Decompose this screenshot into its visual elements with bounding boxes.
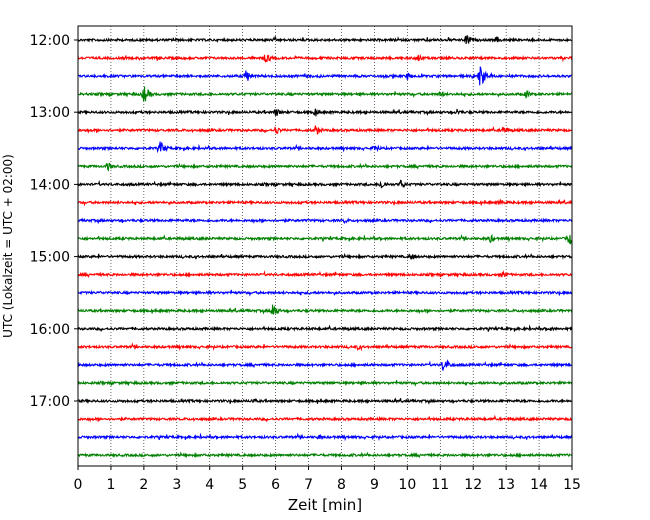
seismogram-trace xyxy=(77,66,573,86)
x-tick-label: 14 xyxy=(530,477,548,493)
grid xyxy=(110,26,540,466)
seismogram-trace xyxy=(77,108,573,117)
seismogram-trace xyxy=(77,198,573,207)
plot-frame xyxy=(77,25,573,467)
seismogram-trace xyxy=(77,86,573,102)
x-tick-label: 9 xyxy=(370,477,379,493)
seismogram-trace xyxy=(77,324,573,333)
seismogram-trace xyxy=(77,162,573,172)
x-axis: 0 1 2 3 4 5 6 7 8 9 10 11 12 13 14 15 xyxy=(74,466,581,493)
seismogram-trace xyxy=(77,125,573,136)
traces xyxy=(77,35,573,459)
x-axis-title: Zeit [min] xyxy=(288,496,362,514)
x-tick-label: 2 xyxy=(139,477,148,493)
x-tick-label: 4 xyxy=(205,477,214,493)
y-tick-label: 13:00 xyxy=(30,105,70,121)
x-tick-label: 8 xyxy=(337,477,346,493)
x-tick-label: 13 xyxy=(497,477,515,493)
seismogram-trace xyxy=(77,342,573,352)
seismogram-trace xyxy=(77,269,573,278)
seismogram-trace xyxy=(77,304,573,315)
x-tick-label: 10 xyxy=(398,477,416,493)
x-tick-label: 5 xyxy=(238,477,247,493)
x-tick-label: 15 xyxy=(563,477,581,493)
seismogram-trace xyxy=(77,233,573,245)
seismogram-trace xyxy=(77,252,573,260)
seismogram-trace xyxy=(77,359,573,371)
x-tick-label: 6 xyxy=(271,477,280,493)
seismogram-trace xyxy=(77,217,573,225)
x-tick-label: 11 xyxy=(431,477,449,493)
x-tick-label: 12 xyxy=(464,477,482,493)
seismogram-trace xyxy=(77,35,573,44)
x-tick-label: 0 xyxy=(74,477,83,493)
y-axis-title: UTC (Lokalzeit = UTC + 02:00) xyxy=(1,154,15,338)
y-tick-label: 12:00 xyxy=(30,33,70,49)
seismogram-trace xyxy=(77,289,573,297)
y-tick-label: 17:00 xyxy=(30,394,70,410)
y-tick-label: 15:00 xyxy=(30,250,70,266)
seismogram-trace xyxy=(77,141,573,154)
seismogram-trace xyxy=(77,432,573,442)
x-tick-label: 7 xyxy=(304,477,313,493)
y-axis: 12:00 13:00 14:00 15:00 16:00 17:00 xyxy=(30,33,78,410)
seismogram-trace xyxy=(77,379,573,387)
seismogram-trace xyxy=(77,53,573,63)
x-tick-label: 1 xyxy=(106,477,115,493)
y-tick-label: 16:00 xyxy=(30,322,70,338)
seismogram-trace xyxy=(77,451,573,459)
y-tick-label: 14:00 xyxy=(30,177,70,193)
seismogram-trace xyxy=(77,179,573,189)
seismogram-trace xyxy=(77,397,573,405)
x-tick-label: 3 xyxy=(172,477,181,493)
seismogram-trace xyxy=(77,414,573,423)
